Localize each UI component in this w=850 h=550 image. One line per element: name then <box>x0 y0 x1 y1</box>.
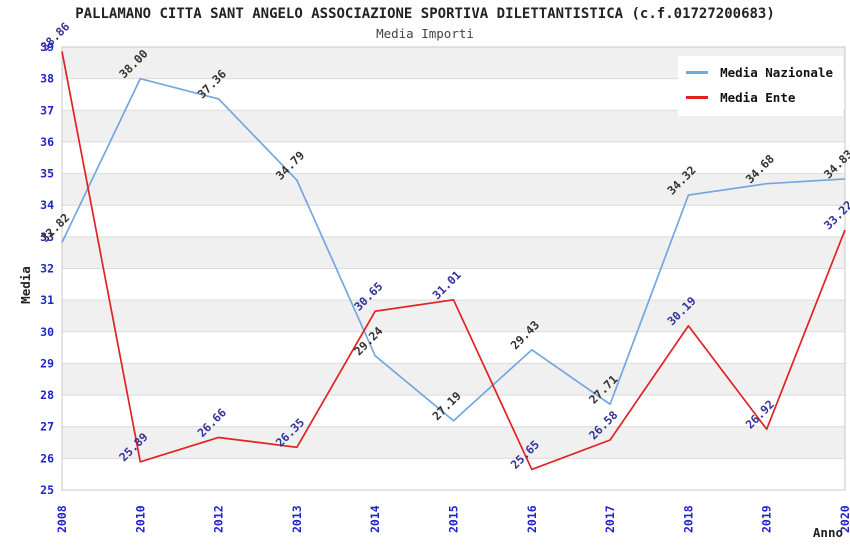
y-tick-label: 27 <box>40 420 54 434</box>
x-tick-label: 2010 <box>133 505 147 533</box>
chart-title: PALLAMANO CITTA SANT ANGELO ASSOCIAZIONE… <box>75 6 775 22</box>
data-point-label: 31.01 <box>429 268 463 302</box>
x-tick-label: 2015 <box>447 505 461 533</box>
y-tick-label: 26 <box>40 451 54 465</box>
y-tick-label: 39 <box>40 40 54 54</box>
y-tick-label: 29 <box>40 356 54 370</box>
series-line-media-nazionale[interactable] <box>61 77 846 422</box>
x-tick-label: 2013 <box>290 505 304 533</box>
x-tick-label: 2017 <box>603 505 617 533</box>
media-nazionale-swatch <box>686 71 709 74</box>
series-line-media-ente[interactable] <box>61 51 846 471</box>
legend-label: Media Ente <box>720 90 796 105</box>
legend-label: Media Nazionale <box>720 65 833 80</box>
plot-border <box>61 46 846 491</box>
y-tick-label: 31 <box>40 293 54 307</box>
legend-item-media-nazionale[interactable]: Media Nazionale <box>686 60 833 85</box>
y-axis-title: Media <box>18 266 33 304</box>
y-tick-label: 37 <box>40 103 54 117</box>
x-axis-title: Anno <box>813 525 843 540</box>
x-tick-label: 2020 <box>838 505 850 533</box>
y-tick-label: 33 <box>40 230 54 244</box>
chart-subtitle: Media Importi <box>376 26 474 41</box>
x-tick-label: 2008 <box>55 505 69 533</box>
legend-item-media-ente[interactable]: Media Ente <box>686 85 833 110</box>
plot-band <box>62 236 845 269</box>
x-tick-label: 2016 <box>525 505 539 533</box>
plot-band <box>62 363 845 396</box>
y-tick-label: 28 <box>40 388 54 402</box>
y-tick-label: 36 <box>40 135 54 149</box>
y-tick-label: 30 <box>40 325 54 339</box>
y-tick-label: 32 <box>40 262 54 276</box>
x-tick-label: 2019 <box>760 505 774 533</box>
media-ente-swatch <box>686 96 709 99</box>
y-tick-label: 35 <box>40 167 54 181</box>
y-tick-label: 34 <box>40 198 54 212</box>
data-point-label: 34.83 <box>821 147 850 181</box>
plot-band <box>62 426 845 459</box>
y-tick-label: 25 <box>40 483 54 497</box>
plot-band <box>62 173 845 206</box>
plot-band <box>62 300 845 332</box>
x-tick-label: 2014 <box>368 505 382 533</box>
legend: Media Nazionale Media Ente <box>678 56 843 116</box>
x-tick-label: 2012 <box>212 505 226 533</box>
x-tick-label: 2018 <box>681 505 695 533</box>
y-tick-label: 38 <box>40 72 54 86</box>
